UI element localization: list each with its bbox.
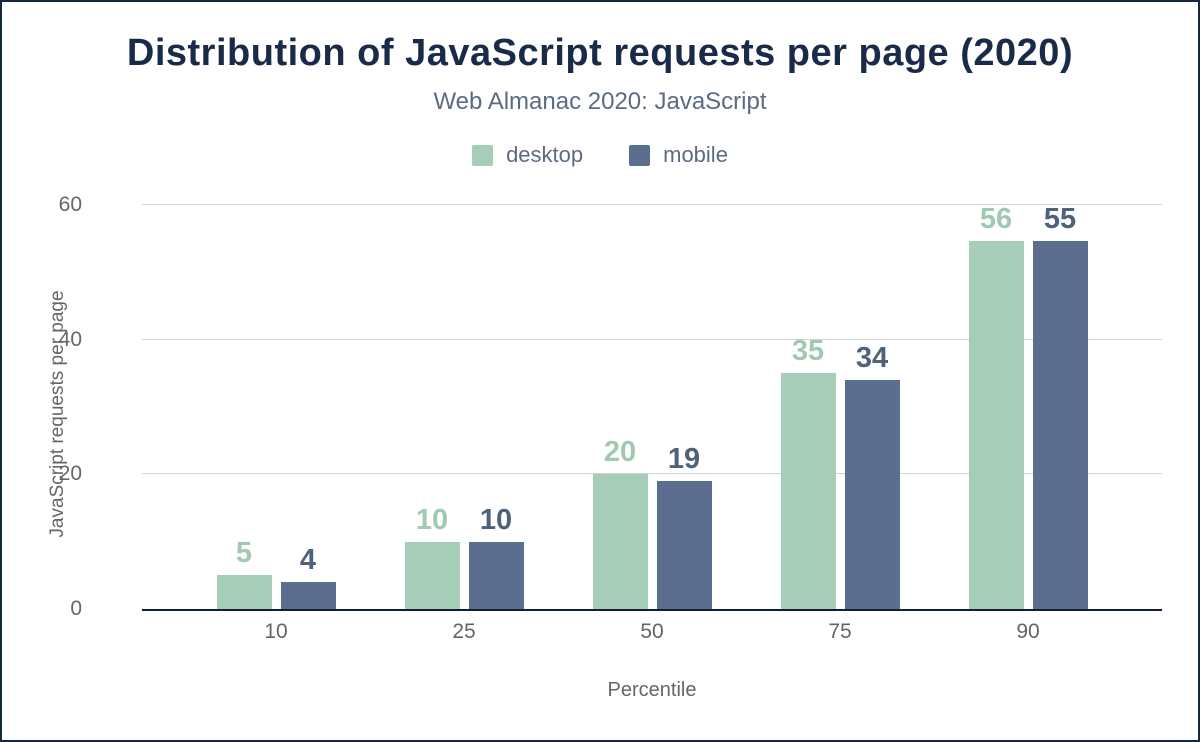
bar-mobile-p25[interactable] <box>468 541 524 609</box>
bar-column-desktop-p25: 10 <box>404 205 460 609</box>
plot-area: 5 4 10 10 20 19 35 34 56 55 <box>142 204 1162 611</box>
y-tick-label-60: 60 <box>58 193 82 216</box>
bar-column-desktop-p75: 35 <box>780 205 836 609</box>
bar-column-mobile-p10: 4 <box>280 205 336 609</box>
x-tick-label-50: 50 <box>640 620 664 643</box>
bar-column-mobile-p25: 10 <box>468 205 524 609</box>
bar-group-p75: 35 34 <box>746 205 934 609</box>
x-axis-title: Percentile <box>607 679 697 701</box>
bar-mobile-p75[interactable] <box>844 380 900 609</box>
bar-column-desktop-p90: 56 <box>968 203 1024 609</box>
legend-swatch-mobile <box>629 144 651 166</box>
legend-swatch-desktop <box>472 144 494 166</box>
value-label-mobile-p50: 19 <box>667 443 701 476</box>
x-axis-ticks: 10 25 50 75 90 <box>142 620 1162 644</box>
bar-column-desktop-p10: 5 <box>216 205 272 609</box>
x-tick-label-90: 90 <box>1016 620 1040 643</box>
value-label-desktop-p10: 5 <box>235 537 253 570</box>
bar-column-mobile-p50: 19 <box>656 205 712 609</box>
gridlines <box>142 204 1162 609</box>
gridline-20 <box>142 473 1162 475</box>
value-label-mobile-p75: 34 <box>855 342 889 375</box>
value-label-mobile-p10: 4 <box>299 544 317 577</box>
bar-desktop-p75[interactable] <box>780 373 836 609</box>
value-label-desktop-p25: 10 <box>415 503 449 536</box>
x-tick-label-10: 10 <box>264 620 288 643</box>
chart-title: Distribution of JavaScript requests per … <box>126 32 1074 74</box>
bar-group-p25: 10 10 <box>370 205 558 609</box>
legend: desktop mobile <box>2 142 1198 168</box>
y-tick-label-0: 0 <box>70 597 82 620</box>
value-label-desktop-p50: 20 <box>603 436 637 469</box>
gridline-60 <box>142 204 1162 205</box>
bar-desktop-p10[interactable] <box>216 575 272 609</box>
x-tick-label-25: 25 <box>452 620 476 643</box>
legend-label-desktop: desktop <box>506 142 584 167</box>
gridline-40 <box>142 338 1162 340</box>
bar-group-p50: 20 19 <box>558 205 746 609</box>
chart-subtitle: Web Almanac 2020: JavaScript <box>433 88 767 115</box>
x-tick-label-75: 75 <box>828 620 852 643</box>
bar-group-p90: 56 55 <box>934 205 1122 609</box>
legend-label-mobile: mobile <box>663 142 728 167</box>
bar-desktop-p50[interactable] <box>592 474 648 609</box>
legend-item-mobile[interactable]: mobile <box>629 142 728 168</box>
y-axis-ticks: 0 20 40 60 <box>36 193 82 620</box>
bar-mobile-p50[interactable] <box>656 481 712 609</box>
bar-mobile-p90[interactable] <box>1032 241 1088 609</box>
value-label-desktop-p90: 56 <box>979 203 1013 235</box>
bar-desktop-p25[interactable] <box>404 541 460 609</box>
bar-desktop-p90[interactable] <box>968 241 1024 609</box>
y-tick-label-20: 20 <box>58 462 82 486</box>
bar-groups: 5 4 10 10 20 19 35 34 56 55 <box>142 205 1162 609</box>
y-tick-label-40: 40 <box>58 327 82 351</box>
bar-column-desktop-p50: 20 <box>592 205 648 609</box>
bar-column-mobile-p75: 34 <box>844 205 900 609</box>
value-label-mobile-p25: 10 <box>479 503 513 536</box>
value-label-mobile-p90: 55 <box>1043 203 1077 235</box>
legend-item-desktop[interactable]: desktop <box>472 142 583 168</box>
bar-column-mobile-p90: 55 <box>1032 203 1088 609</box>
bar-mobile-p10[interactable] <box>280 582 336 609</box>
value-label-desktop-p75: 35 <box>791 335 825 368</box>
